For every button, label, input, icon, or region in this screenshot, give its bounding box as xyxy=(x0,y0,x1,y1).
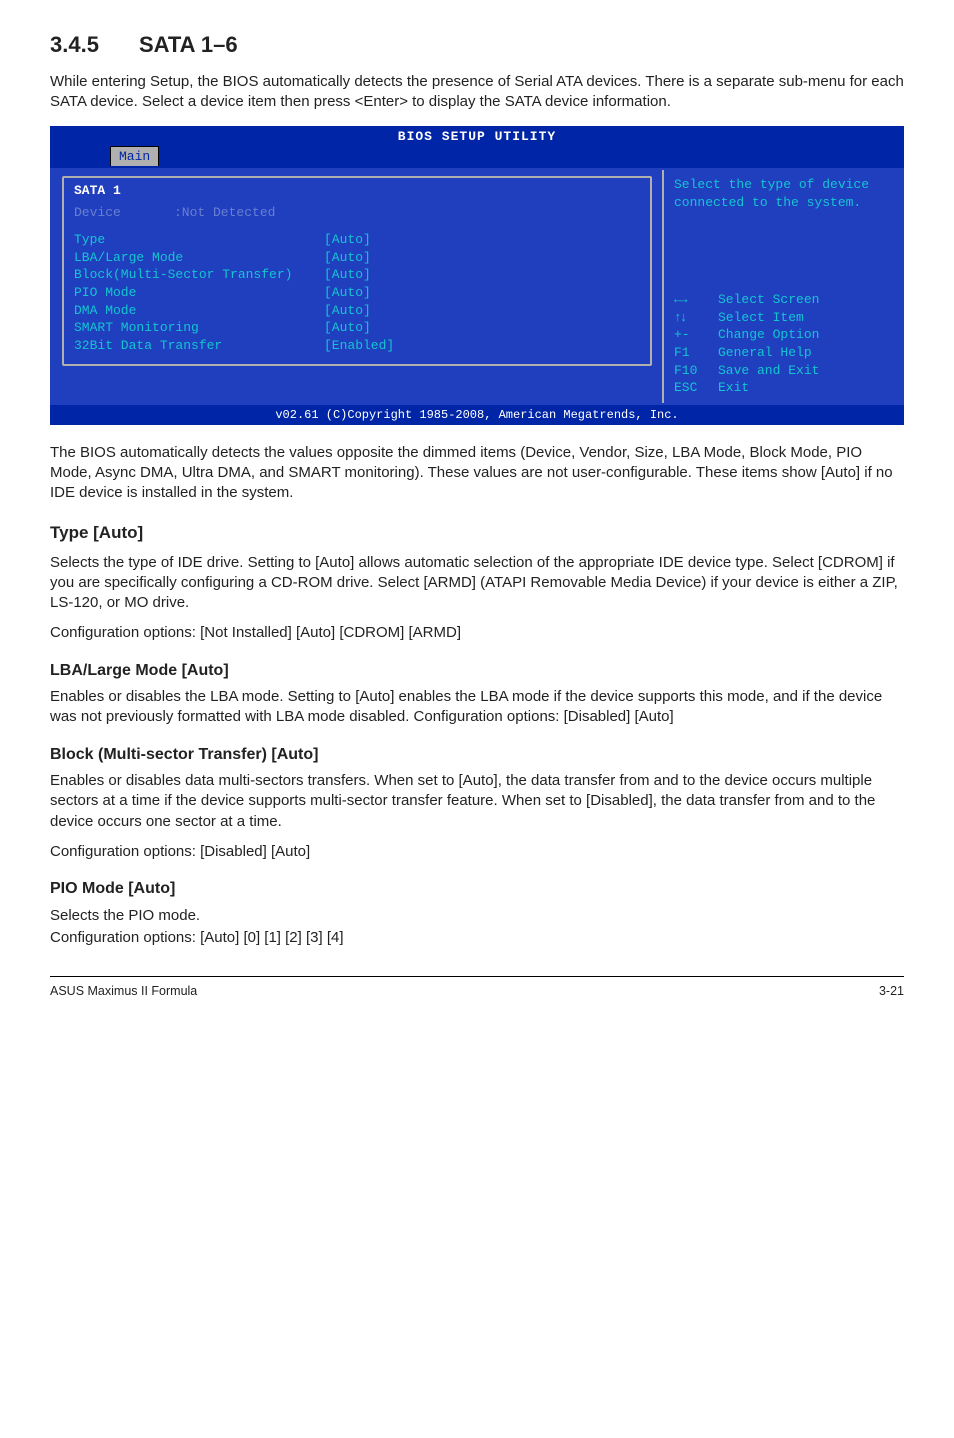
footer-left: ASUS Maximus II Formula xyxy=(50,983,197,1000)
section-title: SATA 1–6 xyxy=(139,32,238,57)
bios-nav-text: Exit xyxy=(718,379,749,397)
bios-nav-keys: Select ScreenSelect Item+-Change OptionF… xyxy=(674,291,892,396)
intro-paragraph: While entering Setup, the BIOS automatic… xyxy=(50,72,904,113)
bios-setting-value: [Enabled] xyxy=(324,337,394,355)
block-options: Configuration options: [Disabled] [Auto] xyxy=(50,842,904,862)
bios-nav-key: F10 xyxy=(674,362,718,380)
type-options: Configuration options: [Not Installed] [… xyxy=(50,623,904,643)
bios-nav-key: F1 xyxy=(674,344,718,362)
pio-body: Selects the PIO mode. xyxy=(50,906,904,926)
bios-setting-value: [Auto] xyxy=(324,266,371,284)
bios-nav-text: Change Option xyxy=(718,326,819,344)
bios-nav-text: General Help xyxy=(718,344,812,362)
bios-setting-row[interactable]: 32Bit Data Transfer[Enabled] xyxy=(74,337,640,355)
type-heading: Type [Auto] xyxy=(50,522,904,545)
bios-setting-label: SMART Monitoring xyxy=(74,319,324,337)
bios-panel-title: SATA 1 xyxy=(74,182,640,200)
bios-setting-row[interactable]: LBA/Large Mode[Auto] xyxy=(74,249,640,267)
bios-setting-value: [Auto] xyxy=(324,231,371,249)
type-body: Selects the type of IDE drive. Setting t… xyxy=(50,553,904,614)
bios-header-title: BIOS SETUP UTILITY xyxy=(50,126,904,146)
bios-setting-row[interactable]: PIO Mode[Auto] xyxy=(74,284,640,302)
pio-heading: PIO Mode [Auto] xyxy=(50,878,904,900)
bios-nav-key xyxy=(674,291,718,309)
bios-setting-value: [Auto] xyxy=(324,284,371,302)
bios-tab-main[interactable]: Main xyxy=(110,146,159,167)
footer-right: 3-21 xyxy=(879,983,904,1000)
bios-left-pane: SATA 1 Device :Not Detected Type[Auto]LB… xyxy=(52,170,662,402)
bios-setting-row[interactable]: Block(Multi-Sector Transfer)[Auto] xyxy=(74,266,640,284)
bios-setting-label: PIO Mode xyxy=(74,284,324,302)
bios-setting-row[interactable]: DMA Mode[Auto] xyxy=(74,302,640,320)
bios-setting-value: [Auto] xyxy=(324,302,371,320)
bios-nav-text: Select Item xyxy=(718,309,804,327)
section-heading: 3.4.5 SATA 1–6 xyxy=(50,30,904,60)
lba-heading: LBA/Large Mode [Auto] xyxy=(50,660,904,682)
bios-footer: v02.61 (C)Copyright 1985-2008, American … xyxy=(50,405,904,425)
bios-setting-label: DMA Mode xyxy=(74,302,324,320)
bios-help-text: Select the type of device connected to t… xyxy=(674,176,892,211)
page-footer: ASUS Maximus II Formula 3-21 xyxy=(50,976,904,1000)
bios-nav-key xyxy=(674,309,718,327)
bios-setting-row[interactable]: Type[Auto] xyxy=(74,231,640,249)
block-body: Enables or disables data multi-sectors t… xyxy=(50,771,904,832)
bios-nav-text: Select Screen xyxy=(718,291,819,309)
lba-body: Enables or disables the LBA mode. Settin… xyxy=(50,687,904,728)
bios-setting-label: 32Bit Data Transfer xyxy=(74,337,324,355)
bios-nav-key: ESC xyxy=(674,379,718,397)
bios-setting-label: Type xyxy=(74,231,324,249)
bios-nav-key: +- xyxy=(674,326,718,344)
after-bios-paragraph: The BIOS automatically detects the value… xyxy=(50,443,904,504)
bios-screenshot: BIOS SETUP UTILITY Main SATA 1 Device :N… xyxy=(50,126,904,425)
bios-nav-row: +-Change Option xyxy=(674,326,892,344)
bios-tab-bar: Main xyxy=(50,146,904,169)
bios-nav-row: F1General Help xyxy=(674,344,892,362)
section-number: 3.4.5 xyxy=(50,30,99,60)
bios-setting-value: [Auto] xyxy=(324,319,371,337)
bios-nav-text: Save and Exit xyxy=(718,362,819,380)
bios-settings-box: SATA 1 Device :Not Detected Type[Auto]LB… xyxy=(62,176,652,366)
bios-body: SATA 1 Device :Not Detected Type[Auto]LB… xyxy=(50,168,904,404)
bios-nav-row: Select Item xyxy=(674,309,892,327)
pio-options: Configuration options: [Auto] [0] [1] [2… xyxy=(50,928,904,948)
bios-device-value: :Not Detected xyxy=(174,204,275,222)
bios-setting-value: [Auto] xyxy=(324,249,371,267)
bios-nav-row: ESCExit xyxy=(674,379,892,397)
bios-setting-row[interactable]: SMART Monitoring[Auto] xyxy=(74,319,640,337)
bios-nav-row: F10Save and Exit xyxy=(674,362,892,380)
bios-device-label: Device xyxy=(74,204,174,222)
bios-setting-label: LBA/Large Mode xyxy=(74,249,324,267)
bios-device-row: Device :Not Detected xyxy=(74,204,640,222)
bios-nav-row: Select Screen xyxy=(674,291,892,309)
bios-setting-label: Block(Multi-Sector Transfer) xyxy=(74,266,324,284)
block-heading: Block (Multi-sector Transfer) [Auto] xyxy=(50,744,904,766)
bios-right-pane: Select the type of device connected to t… xyxy=(662,170,902,402)
